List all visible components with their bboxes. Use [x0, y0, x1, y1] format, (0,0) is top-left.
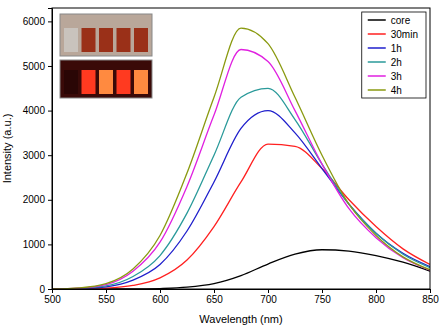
- inset-vial-glow: [82, 70, 96, 94]
- x-tick-label: 550: [98, 294, 115, 305]
- y-tick-mark: [48, 244, 52, 245]
- inset-photo-daylight: [60, 14, 152, 56]
- y-tick: 4000: [23, 105, 52, 116]
- y-tick-label: 2000: [23, 194, 46, 205]
- y-tick: 3000: [23, 150, 52, 161]
- x-tick-label: 800: [368, 294, 385, 305]
- inset-photo-uv: [60, 60, 152, 98]
- x-tick-mark: [106, 289, 107, 293]
- legend-label: 1h: [391, 43, 402, 54]
- x-tick-label: 700: [260, 294, 277, 305]
- legend-item: 1h: [368, 43, 402, 54]
- inset-vial: [64, 28, 78, 52]
- x-tick-mark: [268, 289, 269, 293]
- legend-swatch: [368, 89, 386, 91]
- y-tick-label: 1000: [23, 239, 46, 250]
- legend-swatch: [368, 75, 386, 77]
- x-tick-label: 850: [422, 294, 439, 305]
- x-axis-line: [53, 290, 431, 294]
- legend-swatch: [368, 19, 386, 21]
- x-tick-label: 750: [314, 294, 331, 305]
- inset-photos: [60, 14, 152, 98]
- legend-box: [362, 12, 426, 98]
- x-tick-mark: [376, 289, 377, 293]
- legend-label: 4h: [391, 85, 402, 96]
- legend-item: 4h: [368, 85, 402, 96]
- x-tick: 800: [368, 289, 385, 305]
- x-tick: 650: [206, 289, 223, 305]
- x-tick: 500: [44, 289, 61, 305]
- line: [52, 88, 430, 289]
- legend-item: 30min: [368, 29, 418, 40]
- legend-item: core: [368, 15, 411, 26]
- x-tick: 850: [422, 289, 439, 305]
- x-axis-title: Wavelength (nm): [199, 313, 282, 325]
- y-tick-mark: [48, 289, 52, 290]
- line: [52, 111, 430, 289]
- legend-swatch: [368, 61, 386, 63]
- inset-vial: [82, 28, 96, 52]
- inset-vial-glow: [99, 70, 113, 94]
- x-tick-label: 600: [152, 294, 169, 305]
- y-tick-mark: [48, 21, 52, 22]
- x-tick-mark: [322, 289, 323, 293]
- y-tick-label: 3000: [23, 150, 46, 161]
- y-tick: 5000: [23, 61, 52, 72]
- plot: 500 550 600 650 700 750 800 850 0 1000 2000 3000 400…: [23, 8, 439, 305]
- legend-label: core: [391, 15, 411, 26]
- y-tick-label: 4000: [23, 105, 46, 116]
- inset-vial-glow: [134, 70, 148, 94]
- legend-item: 2h: [368, 57, 402, 68]
- legend-swatch: [368, 47, 386, 49]
- inset-vial: [99, 28, 113, 52]
- y-tick: 6000: [23, 16, 52, 27]
- y-tick-mark: [48, 111, 52, 112]
- y-tick: 2000: [23, 194, 52, 205]
- x-tick: 750: [314, 289, 331, 305]
- y-axis-title: Intensity (a.u.): [1, 114, 13, 184]
- x-tick: 600: [152, 289, 169, 305]
- y-tick: 0: [39, 284, 52, 295]
- legend-label: 3h: [391, 71, 402, 82]
- x-tick-label: 650: [206, 294, 223, 305]
- y-tick-mark: [48, 155, 52, 156]
- legend-item: 3h: [368, 71, 402, 82]
- inset-vial: [134, 28, 148, 52]
- x-axis: 500 550 600 650 700 750 800 850: [44, 289, 439, 305]
- x-tick-mark: [160, 289, 161, 293]
- legend-swatch: [368, 33, 386, 35]
- inset-vial-glow: [117, 70, 131, 94]
- inset-vial-glow: [64, 70, 78, 94]
- y-tick-label: 6000: [23, 16, 46, 27]
- x-tick-label: 500: [44, 294, 61, 305]
- y-tick-mark: [48, 200, 52, 201]
- line: [52, 144, 430, 289]
- y-tick-label: 5000: [23, 61, 46, 72]
- x-tick-mark: [214, 289, 215, 293]
- x-tick: 700: [260, 289, 277, 305]
- legend: core 30min 1h 2h 3h 4h: [362, 12, 426, 98]
- y-axis: 0 1000 2000 3000 4000 5000 6000: [23, 9, 53, 295]
- legend-label: 30min: [391, 29, 418, 40]
- y-tick-mark: [48, 66, 52, 67]
- inset-vial: [117, 28, 131, 52]
- x-tick-mark: [430, 289, 431, 293]
- chart: 500 550 600 650 700 750 800 850 0 1000 2000 3000 400…: [0, 0, 439, 329]
- x-tick: 550: [98, 289, 115, 305]
- y-tick-label: 0: [39, 284, 45, 295]
- plot-frame: [52, 8, 430, 289]
- legend-label: 2h: [391, 57, 402, 68]
- y-tick: 1000: [23, 239, 52, 250]
